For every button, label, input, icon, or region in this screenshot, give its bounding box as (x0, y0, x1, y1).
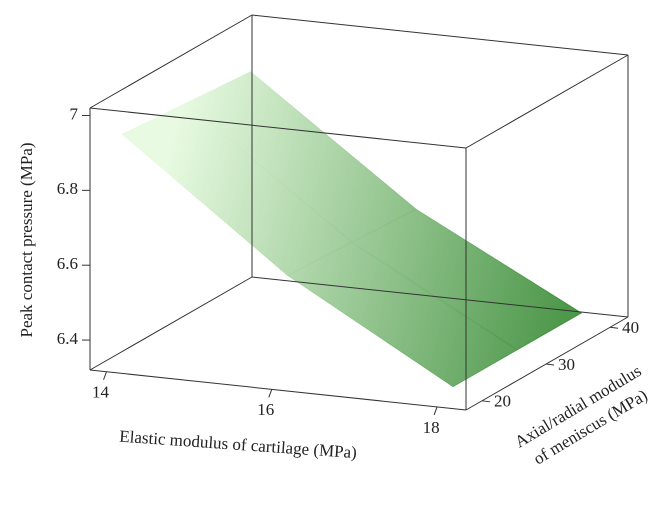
y-tick-label: 30 (558, 355, 575, 374)
x-tick-label: 18 (423, 418, 440, 437)
z-tick-label: 6.6 (57, 254, 78, 273)
box-edge (251, 14, 629, 56)
x-tick-label: 16 (257, 400, 274, 419)
y-tick (545, 363, 555, 366)
box-edge (251, 276, 629, 318)
z-tick-label: 6.8 (57, 179, 78, 198)
y-tick (610, 326, 619, 329)
box-edge (89, 107, 467, 149)
z-axis-title: Peak contact pressure (MPa) (17, 143, 36, 338)
box-edge (465, 316, 629, 411)
z-tick-label: 6.4 (57, 329, 79, 348)
box-edge (89, 369, 467, 411)
y-tick (481, 400, 491, 403)
box-edge (89, 14, 253, 109)
z-tick-label: 7 (70, 104, 79, 123)
x-axis-title: Elastic modulus of cartilage (MPa) (119, 427, 358, 463)
x-tick (433, 406, 438, 416)
y-tick-label: 40 (622, 318, 639, 337)
box-edge (465, 54, 629, 149)
box-edge (89, 276, 253, 371)
x-tick (268, 389, 273, 398)
y-axis-title: Axial/radial modulus of meniscus (MPa) (511, 361, 650, 468)
x-tick (103, 371, 107, 380)
y-tick-label: 20 (494, 392, 511, 411)
x-tick-label: 14 (92, 383, 110, 402)
